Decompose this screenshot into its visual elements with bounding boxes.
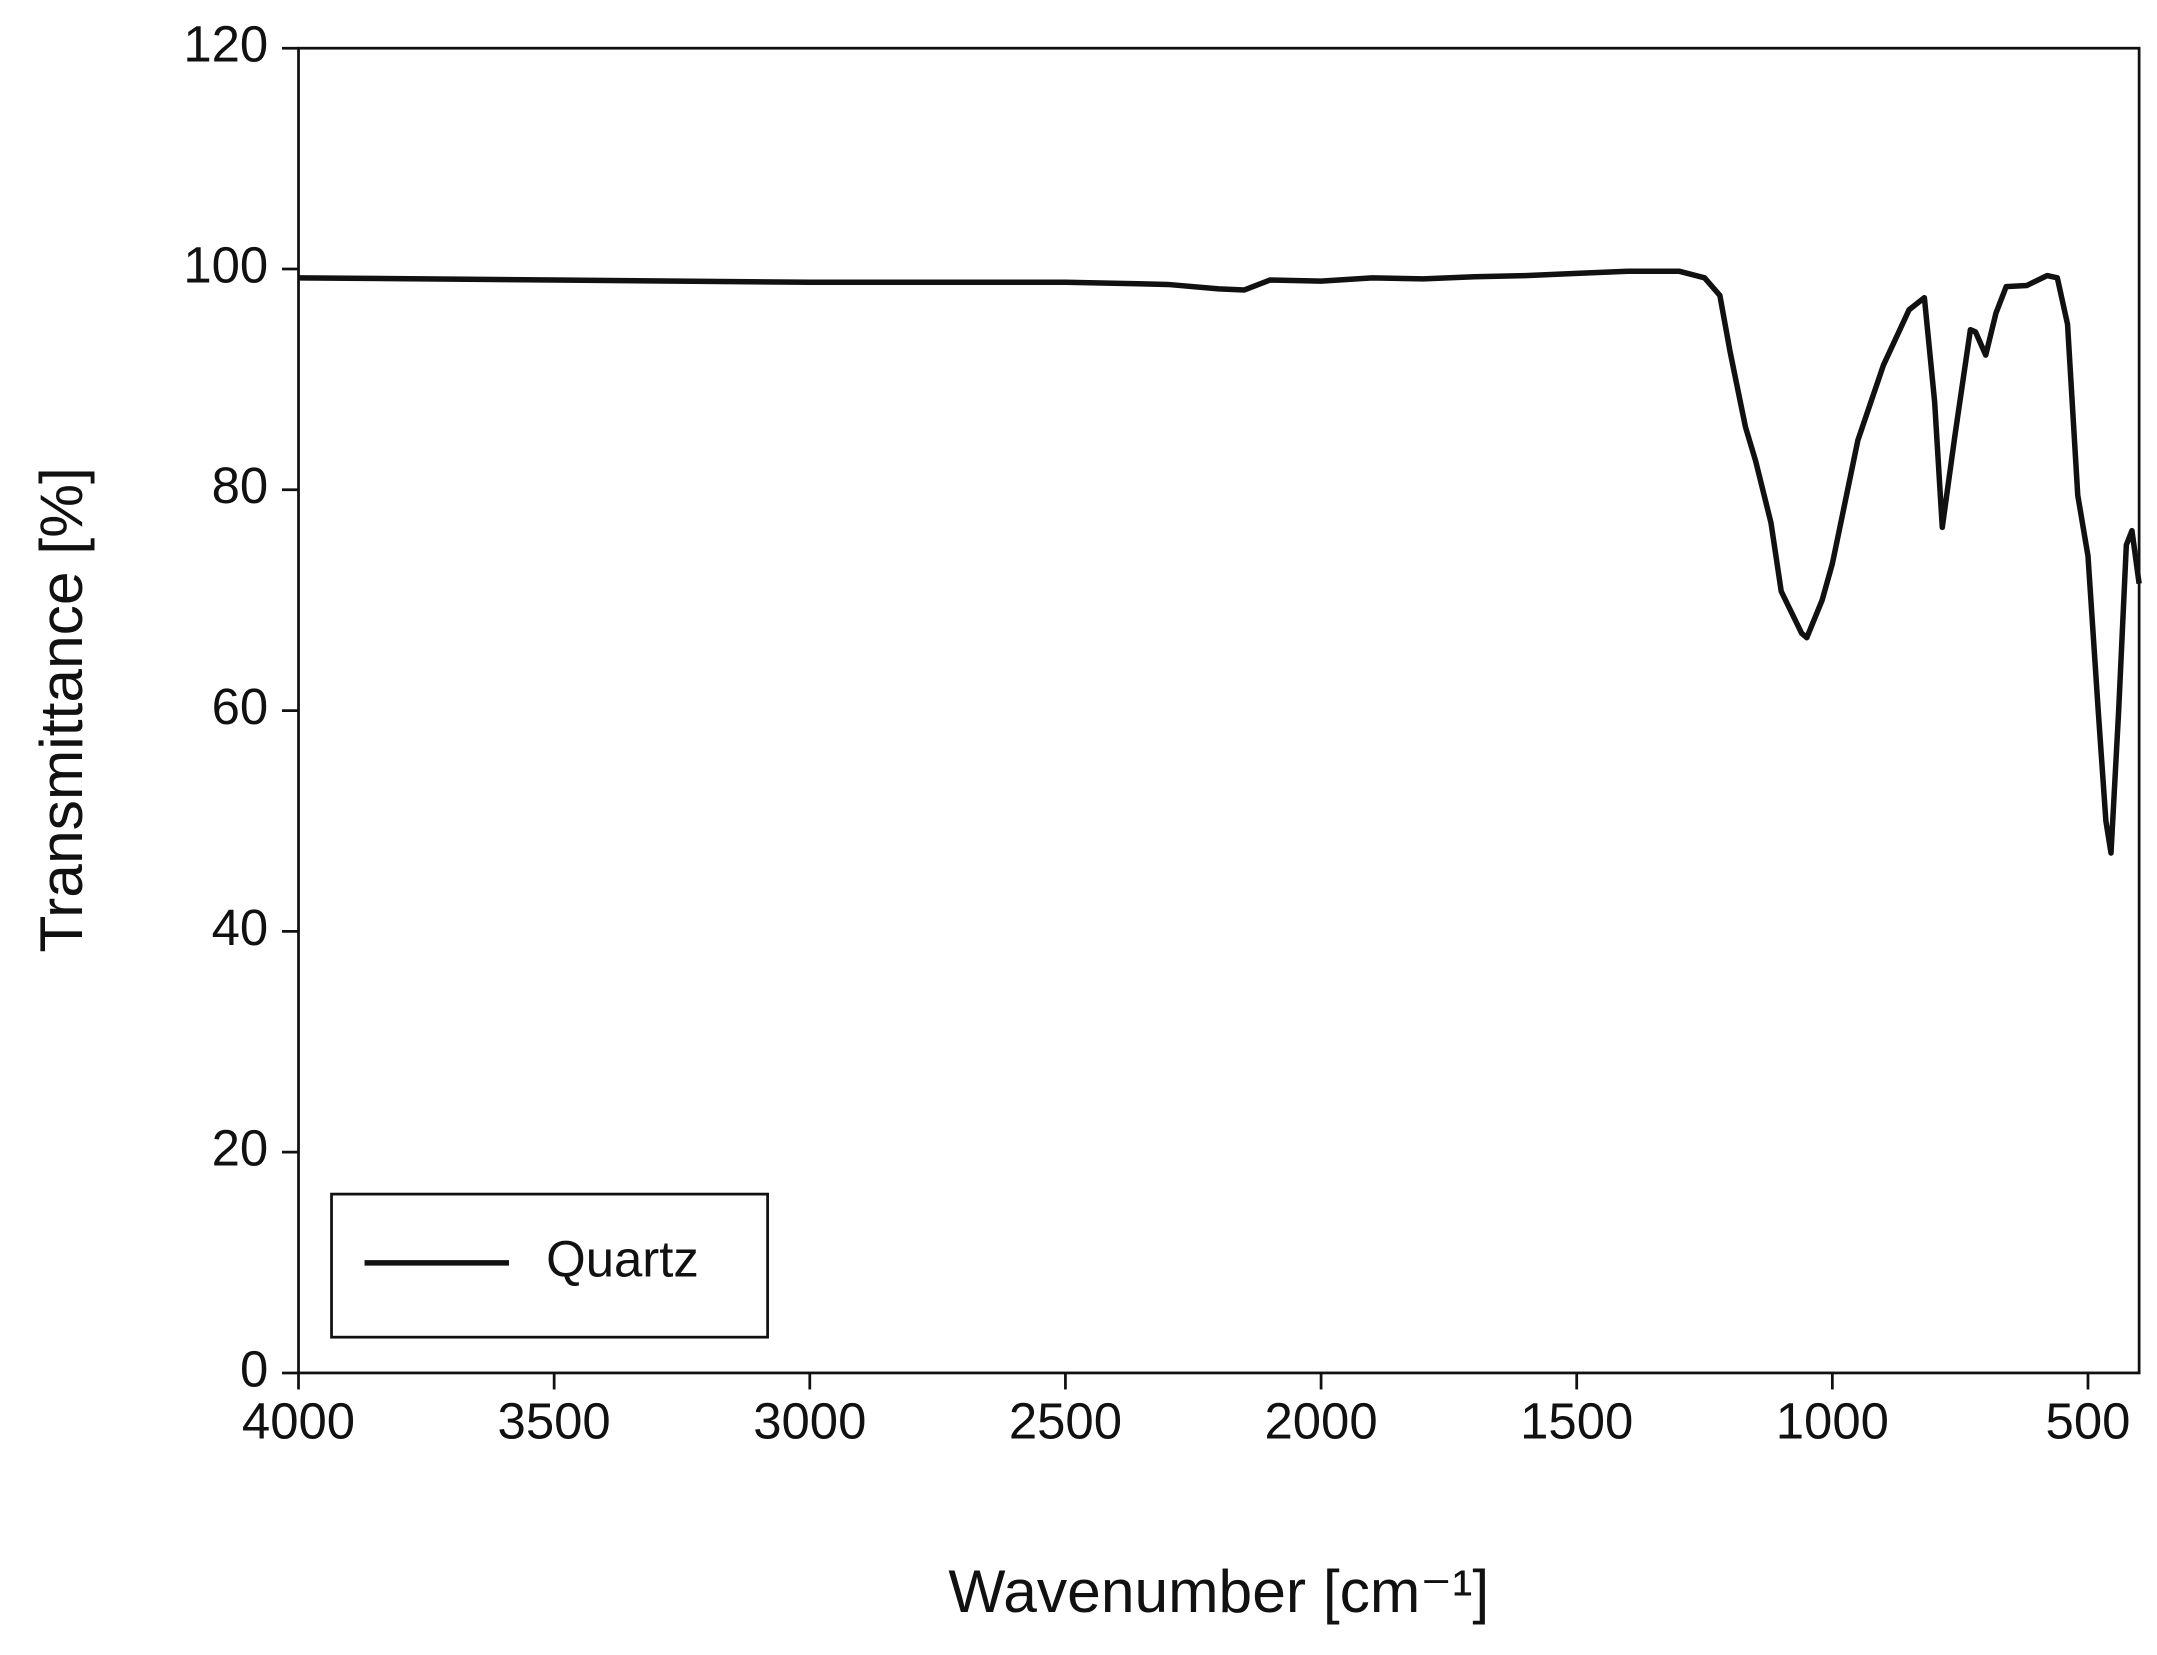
y-tick-label: 80 <box>212 457 269 514</box>
y-tick-label: 20 <box>212 1120 269 1177</box>
plot-frame <box>297 46 2141 1375</box>
x-tick-label: 3500 <box>498 1393 611 1450</box>
series-line <box>298 268 2142 856</box>
x-tick-label: 500 <box>2046 1393 2131 1450</box>
x-tick-label: 2500 <box>1009 1393 1122 1450</box>
y-tick-label: 40 <box>212 899 269 956</box>
x-tick-label: 1000 <box>1776 1393 1889 1450</box>
x-tick-label: 1500 <box>1520 1393 1633 1450</box>
legend-label: Quartz <box>546 1230 699 1287</box>
y-tick-label: 100 <box>183 236 268 293</box>
y-tick-label: 0 <box>240 1340 268 1397</box>
y-tick-label: 60 <box>212 678 269 735</box>
x-tick-label: 2000 <box>1264 1393 1377 1450</box>
y-axis-label: Transmittance [%] <box>27 467 95 952</box>
x-tick-label: 4000 <box>242 1393 355 1450</box>
x-tick-label: 3000 <box>753 1393 866 1450</box>
x-axis-label: Wavenumber [cm⁻¹] <box>948 1557 1489 1625</box>
y-tick-label: 120 <box>183 16 268 73</box>
